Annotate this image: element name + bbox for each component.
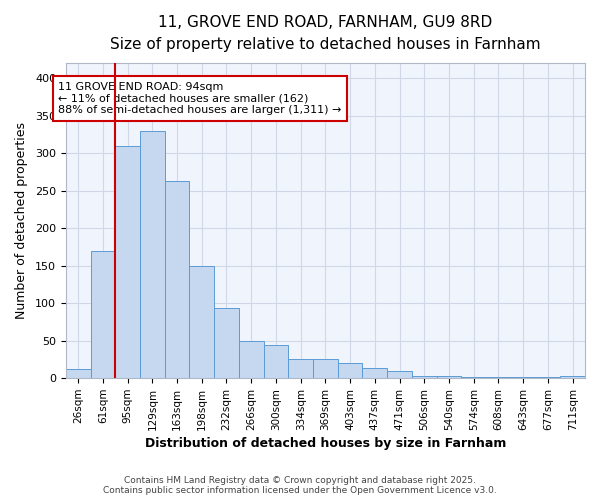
Bar [140, 130, 164, 378]
Bar [387, 370, 412, 378]
Text: Contains HM Land Registry data © Crown copyright and database right 2025.
Contai: Contains HM Land Registry data © Crown c… [103, 476, 497, 495]
Title: 11, GROVE END ROAD, FARNHAM, GU9 8RD
Size of property relative to detached house: 11, GROVE END ROAD, FARNHAM, GU9 8RD Siz… [110, 15, 541, 52]
Bar [164, 181, 190, 378]
Bar [437, 376, 461, 378]
Bar [560, 376, 585, 378]
Bar [263, 345, 289, 378]
Bar [115, 146, 140, 378]
Bar [214, 308, 239, 378]
X-axis label: Distribution of detached houses by size in Farnham: Distribution of detached houses by size … [145, 437, 506, 450]
Bar [66, 369, 91, 378]
Bar [289, 358, 313, 378]
Bar [338, 363, 362, 378]
Bar [239, 340, 263, 378]
Bar [190, 266, 214, 378]
Text: 11 GROVE END ROAD: 94sqm
← 11% of detached houses are smaller (162)
88% of semi-: 11 GROVE END ROAD: 94sqm ← 11% of detach… [58, 82, 342, 115]
Bar [91, 250, 115, 378]
Bar [313, 358, 338, 378]
Y-axis label: Number of detached properties: Number of detached properties [15, 122, 28, 319]
Bar [362, 368, 387, 378]
Bar [412, 376, 437, 378]
